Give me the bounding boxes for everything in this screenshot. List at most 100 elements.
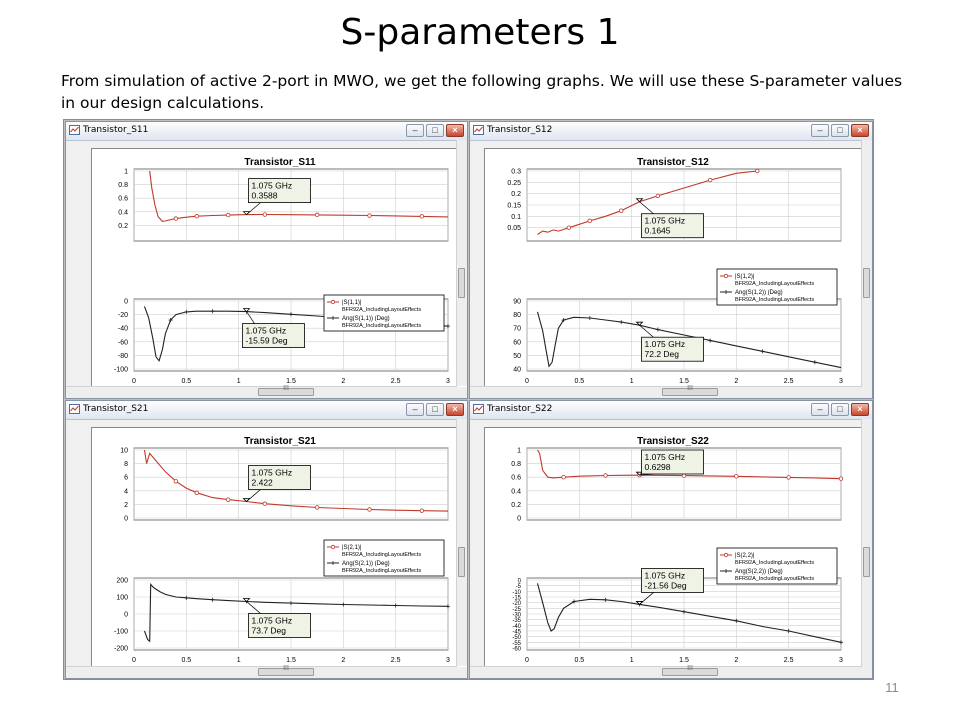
plot-area[interactable]: Transistor_S12 0.05 0.1 0.15 0.2 0.25 0.3 1.075… [484,148,862,398]
window-titlebar[interactable]: Transistor_S12 – □ × [470,122,872,141]
vertical-scrollbar[interactable] [456,140,467,386]
x-tick-label: 0.5 [574,657,584,664]
marker-value: 72.2 Deg [645,349,680,359]
data-point-marker [587,316,592,320]
y-tick-label: -80 [118,353,128,360]
data-point-marker [367,507,372,512]
chart-window-icon [473,125,484,135]
x-tick-label: 2.5 [391,657,401,664]
y-tick-label: -60 [118,339,128,346]
data-point-marker [314,212,320,218]
y-tick-label: 1 [517,448,521,455]
data-point-marker [262,212,268,217]
marker-triangle [242,308,251,313]
data-point-marker [682,609,686,614]
s12-chart: Transistor_S12 0.05 0.1 0.15 0.2 0.25 0.3 1.075… [507,157,843,395]
vertical-scroll-thumb[interactable] [863,268,870,298]
scroll-grip-icon: III [687,385,693,392]
data-point-marker [619,320,624,325]
maximize-button[interactable]: □ [831,124,849,137]
horizontal-scroll-thumb[interactable]: III [258,665,314,676]
plot-area[interactable]: Transistor_S21 0 2 4 6 8 10 1.075 GHz 2.422 -200-… [91,427,467,678]
data-point-marker [446,324,450,329]
plot-area[interactable]: Transistor_S11 0.2 0.4 0.6 0.8 1 1.075 GHz 0.35… [91,148,467,398]
chart-title: Transistor_S21 [244,436,316,447]
chart-title: Transistor_S12 [637,157,709,168]
legend-marker [723,552,729,558]
window-transistor-s11[interactable]: Transistor_S11 – □ × Transistor_S11 0.2 0.… [65,121,468,399]
legend-marker [724,290,728,294]
window-transistor-s12[interactable]: Transistor_S12 – □ × Transistor_S12 0.05 0… [469,121,873,399]
maximize-button[interactable]: □ [426,403,444,416]
horizontal-scrollbar[interactable]: III [66,665,457,678]
minimize-button[interactable]: – [406,124,424,137]
marker-leader-line [639,201,654,214]
legend-marker [723,273,729,279]
maximize-button[interactable]: □ [426,124,444,137]
slide-intro: From simulation of active 2-port in MWO,… [61,72,903,112]
maximize-button[interactable]: □ [831,403,849,416]
horizontal-scroll-thumb[interactable]: III [662,665,718,676]
chart-window-icon [473,404,484,414]
data-point-marker [760,349,765,354]
marker-leader-line [246,489,261,502]
angle-series-line [143,582,449,643]
plot-area[interactable]: Transistor_S22 0 0.2 0.4 0.6 0.8 1 1.075 GHz 0.6… [484,427,862,678]
horizontal-scrollbar[interactable]: III [66,385,457,398]
window-transistor-s22[interactable]: Transistor_S22 – □ × Transistor_S22 0 0.2 0… [469,400,873,679]
legend-entry: |S(2,2)| [735,553,755,559]
y-tick-label: 0.15 [507,203,521,210]
horizontal-scrollbar[interactable]: III [470,665,862,678]
minimize-button[interactable]: – [406,403,424,416]
data-point-marker [786,629,791,633]
marker-frequency: 1.075 GHz [645,570,686,580]
data-point-marker [173,216,179,221]
minimize-button[interactable]: – [811,124,829,137]
vertical-scroll-thumb[interactable] [458,268,465,298]
marker-readout-box [248,178,311,204]
window-title: Transistor_S22 [487,404,553,414]
data-point-marker [225,212,231,218]
y-tick-label: -25 [512,607,521,613]
y-tick-label: -5 [516,584,522,590]
vertical-scroll-thumb[interactable] [458,547,465,577]
marker-triangle [242,598,251,603]
close-button[interactable]: × [851,124,869,137]
window-titlebar[interactable]: Transistor_S11 – □ × [66,122,467,141]
close-button[interactable]: × [446,124,464,137]
data-point-marker [734,618,739,623]
horizontal-scroll-thumb[interactable]: III [662,385,718,396]
x-tick-label: 2 [341,657,345,664]
data-point-marker [419,508,425,513]
close-button[interactable]: × [446,403,464,416]
y-tick-label: 4 [124,488,128,495]
y-tick-label: 70 [513,326,521,333]
vertical-scrollbar[interactable] [861,140,872,386]
y-tick-label: 8 [124,461,128,468]
x-tick-label: 3 [839,378,843,385]
minimize-button[interactable]: – [811,403,829,416]
data-point-marker [707,177,713,183]
legend-box [716,547,838,585]
window-titlebar[interactable]: Transistor_S22 – □ × [470,401,872,420]
close-button[interactable]: × [851,403,869,416]
horizontal-scrollbar[interactable]: III [470,385,862,398]
x-tick-label: 1.5 [679,657,689,664]
maximize-icon: □ [837,404,843,414]
maximize-icon: □ [432,404,438,414]
window-transistor-s21[interactable]: Transistor_S21 – □ × Transistor_S21 0 2 4 6 8… [65,400,468,679]
data-point-marker [168,318,173,323]
x-tick-label: 1 [237,378,241,385]
minimize-icon: – [817,404,823,414]
marker-leader-line [246,601,261,614]
legend-marker [330,299,336,305]
data-point-marker [210,597,215,602]
vertical-scrollbar[interactable] [456,419,467,666]
data-point-marker [194,490,199,496]
x-tick-label: 0 [525,657,529,664]
vertical-scroll-thumb[interactable] [863,547,870,577]
marker-triangle [635,471,644,476]
vertical-scrollbar[interactable] [861,419,872,666]
horizontal-scroll-thumb[interactable]: III [258,385,314,396]
window-titlebar[interactable]: Transistor_S21 – □ × [66,401,467,420]
